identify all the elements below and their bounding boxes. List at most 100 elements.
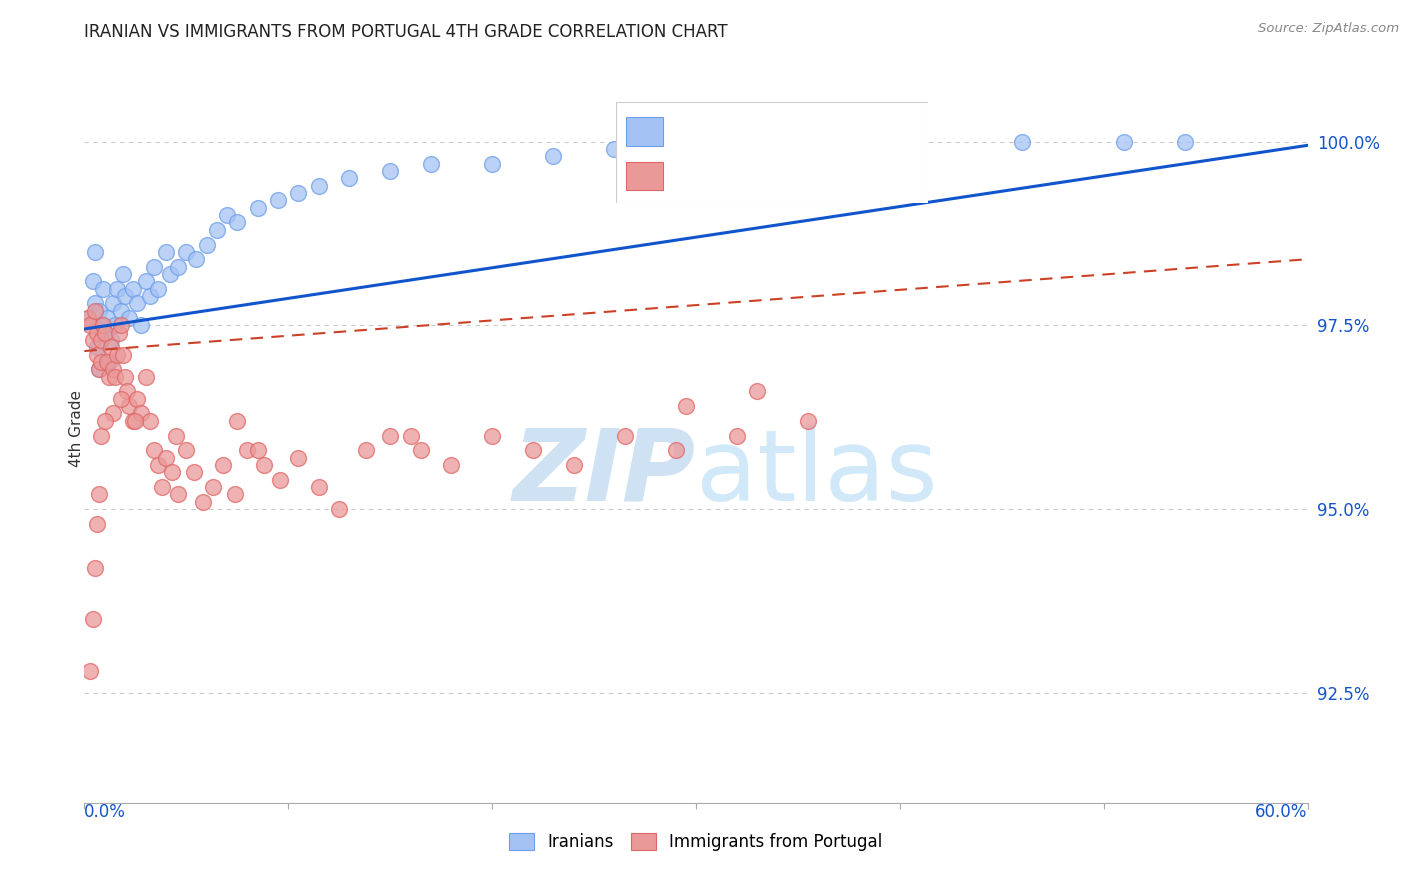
Point — [613, 428, 636, 442]
Point — [155, 244, 177, 259]
Point — [174, 244, 197, 259]
Point — [797, 414, 820, 428]
Point — [93, 326, 115, 340]
Point — [481, 157, 503, 171]
Point — [269, 473, 291, 487]
Point — [86, 348, 108, 362]
Point — [155, 450, 177, 465]
Point — [90, 318, 112, 333]
Point — [380, 428, 402, 442]
Point — [380, 164, 402, 178]
Point — [112, 267, 135, 281]
Point — [131, 318, 153, 333]
Point — [543, 149, 565, 163]
Point — [420, 157, 443, 171]
Point — [77, 310, 100, 325]
Point — [90, 428, 112, 442]
Point — [226, 215, 249, 229]
Point — [87, 487, 110, 501]
Point — [112, 348, 135, 362]
Point — [135, 369, 157, 384]
Point — [108, 326, 131, 340]
Point — [118, 310, 141, 325]
Point — [79, 664, 101, 678]
Point — [440, 458, 463, 472]
Point — [110, 303, 132, 318]
Point — [869, 135, 891, 149]
Point — [90, 333, 112, 347]
Point — [267, 194, 290, 208]
Point — [105, 348, 128, 362]
Point — [87, 362, 110, 376]
Point — [104, 318, 127, 333]
Point — [183, 465, 205, 479]
Point — [287, 186, 309, 200]
Point — [122, 282, 145, 296]
Point — [86, 516, 108, 531]
Point — [127, 392, 149, 406]
Point — [191, 494, 214, 508]
Point — [97, 369, 120, 384]
Point — [308, 480, 330, 494]
Point — [328, 502, 350, 516]
Text: Source: ZipAtlas.com: Source: ZipAtlas.com — [1258, 22, 1399, 36]
Point — [354, 443, 377, 458]
Point — [217, 208, 239, 222]
Point — [122, 414, 145, 428]
Point — [186, 252, 208, 267]
Point — [675, 399, 697, 413]
Point — [159, 267, 181, 281]
Point — [308, 178, 330, 193]
Point — [146, 458, 169, 472]
Point — [101, 407, 124, 421]
Point — [86, 340, 108, 354]
Point — [167, 487, 190, 501]
Point — [399, 428, 422, 442]
Point — [110, 318, 132, 333]
Point — [83, 244, 105, 259]
Point — [339, 171, 361, 186]
Point — [86, 326, 108, 340]
Point — [167, 260, 190, 274]
Point — [226, 414, 249, 428]
Point — [253, 458, 276, 472]
Point — [110, 392, 132, 406]
Point — [82, 274, 104, 288]
Point — [165, 428, 187, 442]
Point — [101, 362, 124, 376]
Point — [224, 487, 246, 501]
Point — [174, 443, 197, 458]
Legend: Iranians, Immigrants from Portugal: Iranians, Immigrants from Portugal — [503, 827, 889, 858]
Point — [522, 443, 544, 458]
Point — [138, 414, 160, 428]
Point — [100, 340, 122, 354]
Point — [87, 362, 110, 376]
Point — [150, 480, 173, 494]
Point — [77, 310, 100, 325]
Point — [409, 443, 432, 458]
Y-axis label: 4th Grade: 4th Grade — [69, 390, 83, 467]
Point — [96, 310, 118, 325]
Point — [91, 318, 114, 333]
Point — [142, 443, 165, 458]
Point — [1174, 135, 1197, 149]
Point — [146, 282, 169, 296]
Point — [236, 443, 259, 458]
Point — [83, 296, 105, 310]
Point — [118, 399, 141, 413]
Point — [93, 414, 115, 428]
Point — [79, 318, 101, 333]
Point — [562, 458, 585, 472]
Point — [246, 443, 269, 458]
Point — [124, 414, 146, 428]
Point — [90, 355, 112, 369]
Point — [101, 296, 124, 310]
Point — [114, 289, 136, 303]
Point — [201, 480, 224, 494]
Point — [97, 355, 120, 369]
Point — [100, 333, 122, 347]
Point — [481, 428, 503, 442]
Text: ZIP: ZIP — [513, 425, 696, 522]
Text: 60.0%: 60.0% — [1256, 803, 1308, 821]
Point — [1011, 135, 1033, 149]
